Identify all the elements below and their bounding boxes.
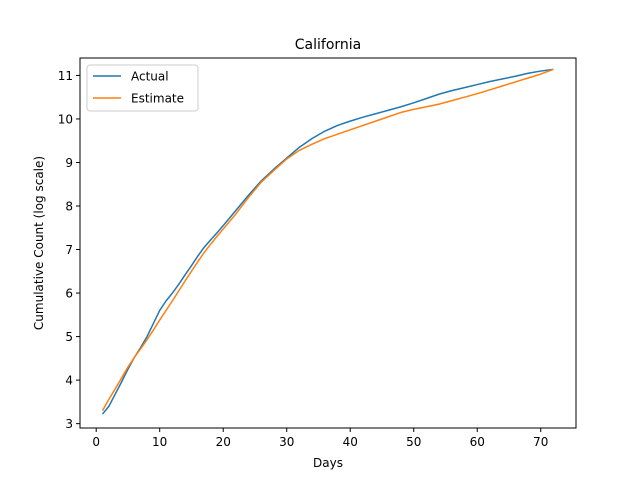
y-tick-label: 6 [65,287,73,301]
x-tick-label: 70 [533,435,548,449]
series-lines [101,68,554,415]
y-tick-label: 5 [65,330,73,344]
x-tick-label: 60 [470,435,485,449]
y-tick-label: 11 [58,69,73,83]
legend-label-estimate: Estimate [131,92,184,106]
plot-area [80,58,576,428]
x-tick-label: 40 [343,435,358,449]
chart-title: California [295,37,361,53]
series-line-estimate [101,68,554,411]
series-line-actual [101,68,554,415]
y-tick-label: 7 [65,243,73,257]
y-tick-label: 9 [65,156,73,170]
legend: Actual Estimate [86,64,199,112]
x-tick-label: 50 [406,435,421,449]
y-tick-label: 8 [65,200,73,214]
plot-frame [79,57,577,429]
y-tick-label: 4 [65,374,73,388]
x-tick-label: 10 [152,435,167,449]
x-tick-label: 30 [279,435,294,449]
x-axis-ticks: 0 10 20 30 40 50 60 70 [92,428,548,449]
x-tick-label: 20 [216,435,231,449]
y-axis-ticks: 3 4 5 6 7 8 9 10 11 [58,69,80,431]
y-axis-label: Cumulative Count (log scale) [32,156,46,330]
y-tick-label: 10 [58,112,73,126]
legend-label-actual: Actual [131,70,169,84]
x-axis-label: Days [313,456,343,470]
y-tick-label: 3 [65,417,73,431]
x-tick-label: 0 [92,435,100,449]
